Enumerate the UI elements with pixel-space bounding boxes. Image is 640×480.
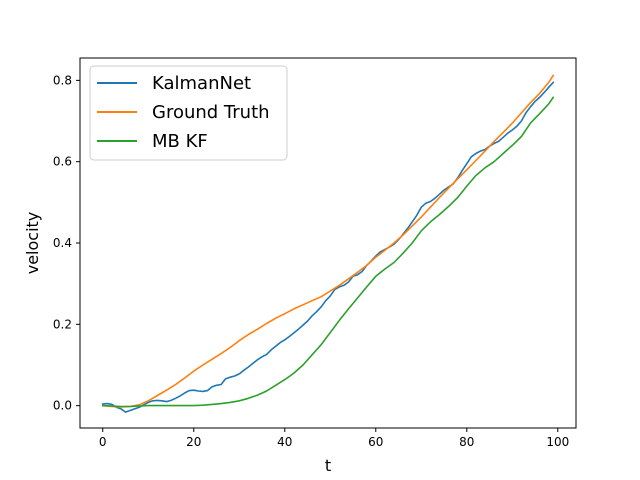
y-tick-label: 0.2 xyxy=(53,317,72,331)
legend-label-1: Ground Truth xyxy=(152,102,270,123)
legend-frame xyxy=(89,65,288,161)
series-line-1 xyxy=(101,74,555,408)
x-tick-label: 20 xyxy=(186,435,201,449)
y-tick-label: 0.6 xyxy=(53,155,72,169)
ticks-layer: 0 20 40 60 80 100 0.0 0.2 0.4 0.6 0.8 xyxy=(53,73,569,449)
series-layer xyxy=(101,74,555,413)
x-tick-label: 0 xyxy=(99,435,107,449)
y-tick-label: 0.0 xyxy=(53,399,72,413)
x-tick-label: 80 xyxy=(459,435,474,449)
legend: KalmanNet Ground Truth MB KF xyxy=(89,65,288,161)
legend-label-0: KalmanNet xyxy=(152,73,251,94)
series-line-2 xyxy=(101,96,555,408)
legend-label-2: MB KF xyxy=(152,131,208,152)
y-tick-label: 0.4 xyxy=(53,236,72,250)
y-axis-label: velocity xyxy=(23,212,42,275)
x-tick-label: 60 xyxy=(368,435,383,449)
plot-frame xyxy=(79,57,577,429)
x-tick-label: 40 xyxy=(277,435,292,449)
series-line-0 xyxy=(101,81,555,413)
x-tick-label: 100 xyxy=(546,435,569,449)
y-tick-label: 0.8 xyxy=(53,73,72,87)
x-axis-label: t xyxy=(325,456,331,475)
